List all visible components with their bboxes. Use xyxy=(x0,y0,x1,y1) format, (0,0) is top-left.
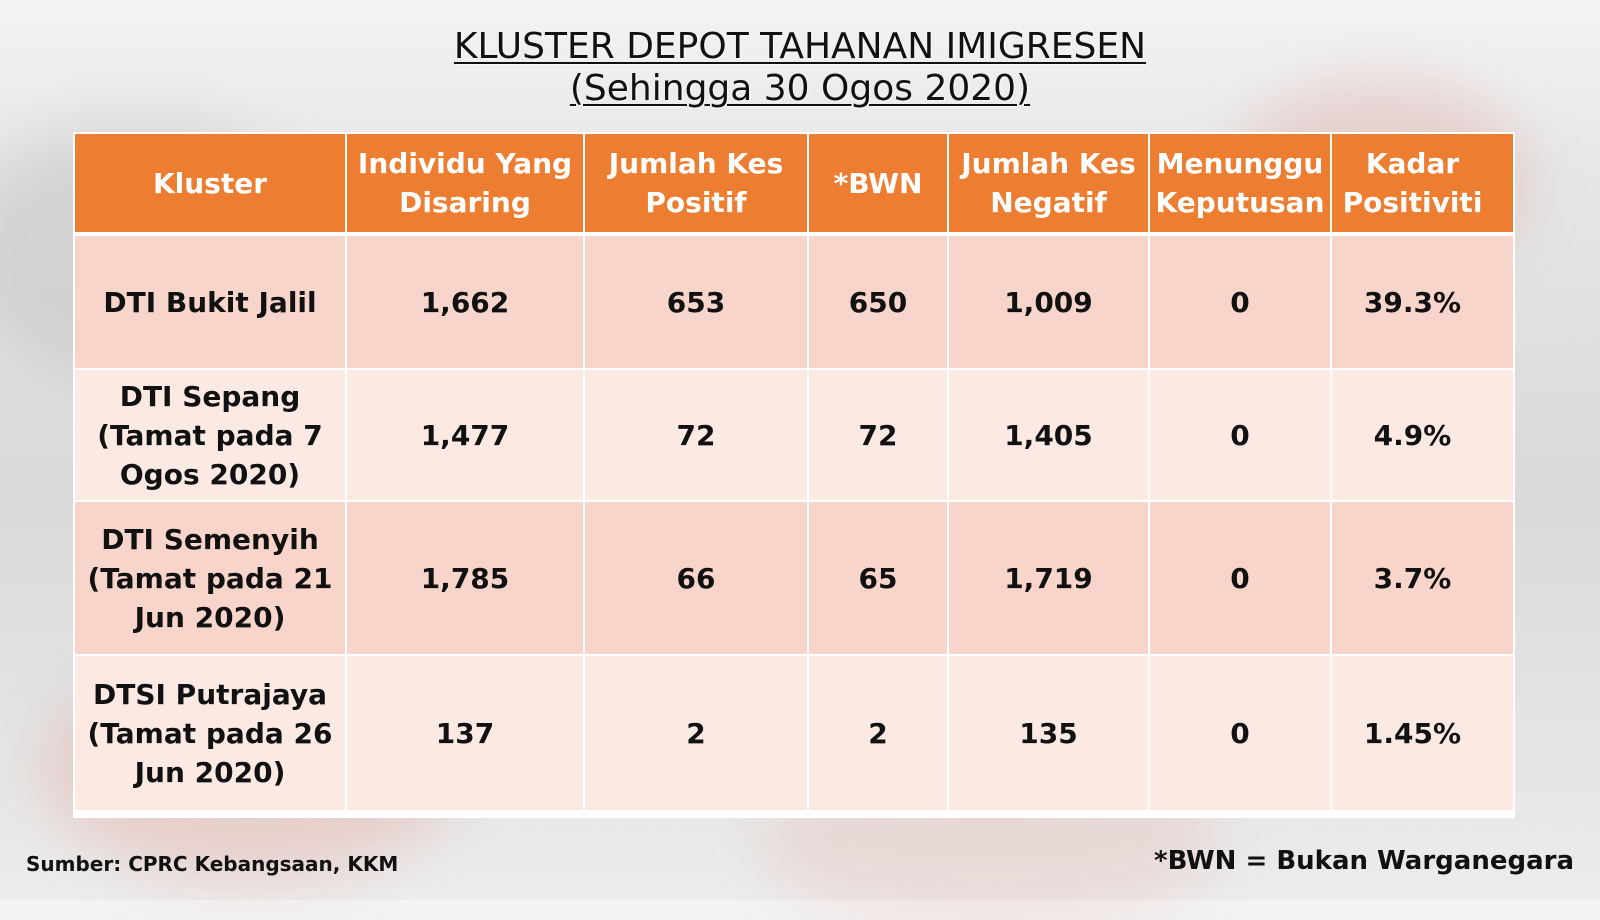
table-row: DTI Bukit Jalil 1,662 653 650 1,009 0 39… xyxy=(75,236,1513,368)
cell-bwn: 650 xyxy=(809,236,949,368)
cell-kluster: DTI Sepang (Tamat pada 7 Ogos 2020) xyxy=(75,370,347,500)
header-jumlah-kes-positif: Jumlah Kes Positif xyxy=(585,134,809,232)
cell-kluster: DTI Semenyih (Tamat pada 21 Jun 2020) xyxy=(75,502,347,654)
cell-kluster: DTSI Putrajaya (Tamat pada 26 Jun 2020) xyxy=(75,656,347,810)
cell-bwn: 2 xyxy=(809,656,949,810)
cell-kadar-positiviti: 1.45% xyxy=(1363,716,1462,750)
cell-menunggu-keputusan: 0 xyxy=(1150,370,1332,500)
cell-kadar-positiviti: 39.3% xyxy=(1363,285,1462,319)
page-subtitle: (Sehingga 30 Ogos 2020) xyxy=(569,68,1031,109)
header-menunggu-keputusan: Menunggu Keputusan xyxy=(1150,134,1332,232)
header-kadar-positiviti: Kadar Positiviti xyxy=(1342,147,1483,219)
cell-kluster: DTI Bukit Jalil xyxy=(75,236,347,368)
cell-kadar-positiviti: 4.9% xyxy=(1373,418,1452,452)
cell-jumlah-kes-positif: 72 xyxy=(585,370,809,500)
cell-menunggu-keputusan: 0 xyxy=(1150,656,1332,810)
source-text: Sumber: CPRC Kebangsaan, KKM xyxy=(26,852,399,876)
table-row: DTI Sepang (Tamat pada 7 Ogos 2020) 1,47… xyxy=(75,368,1513,500)
cell-jumlah-kes-positif: 653 xyxy=(585,236,809,368)
cell-jumlah-kes-positif: 66 xyxy=(585,502,809,654)
cell-bwn: 72 xyxy=(809,370,949,500)
table-header-row: Kluster Individu Yang Disaring Jumlah Ke… xyxy=(75,134,1513,236)
header-jumlah-kes-negatif: Jumlah Kes Negatif xyxy=(949,134,1150,232)
cell-bwn: 65 xyxy=(809,502,949,654)
cell-kadar-positiviti: 3.7% xyxy=(1373,561,1452,595)
cell-menunggu-keputusan: 0 xyxy=(1150,502,1332,654)
cell-jumlah-kes-negatif: 1,719 xyxy=(949,502,1150,654)
cell-menunggu-keputusan: 0 xyxy=(1150,236,1332,368)
table-row: DTSI Putrajaya (Tamat pada 26 Jun 2020) … xyxy=(75,654,1513,810)
header-kluster: Kluster xyxy=(75,134,347,232)
cell-individu-yang-disaring: 1,477 xyxy=(347,370,585,500)
cell-jumlah-kes-negatif: 1,009 xyxy=(949,236,1150,368)
cluster-table: Kluster Individu Yang Disaring Jumlah Ke… xyxy=(73,132,1515,818)
page-title: KLUSTER DEPOT TAHANAN IMIGRESEN xyxy=(453,26,1147,67)
cell-jumlah-kes-negatif: 1,405 xyxy=(949,370,1150,500)
cell-individu-yang-disaring: 137 xyxy=(347,656,585,810)
cell-individu-yang-disaring: 1,662 xyxy=(347,236,585,368)
cell-jumlah-kes-positif: 2 xyxy=(585,656,809,810)
cell-jumlah-kes-negatif: 135 xyxy=(949,656,1150,810)
bwn-note: *BWN = Bukan Warganegara xyxy=(1154,846,1574,876)
header-bwn: *BWN xyxy=(809,134,949,232)
header-individu-yang-disaring: Individu Yang Disaring xyxy=(347,134,585,232)
title-block: KLUSTER DEPOT TAHANAN IMIGRESEN (Sehingg… xyxy=(0,26,1600,110)
cell-individu-yang-disaring: 1,785 xyxy=(347,502,585,654)
table-row: DTI Semenyih (Tamat pada 21 Jun 2020) 1,… xyxy=(75,500,1513,654)
